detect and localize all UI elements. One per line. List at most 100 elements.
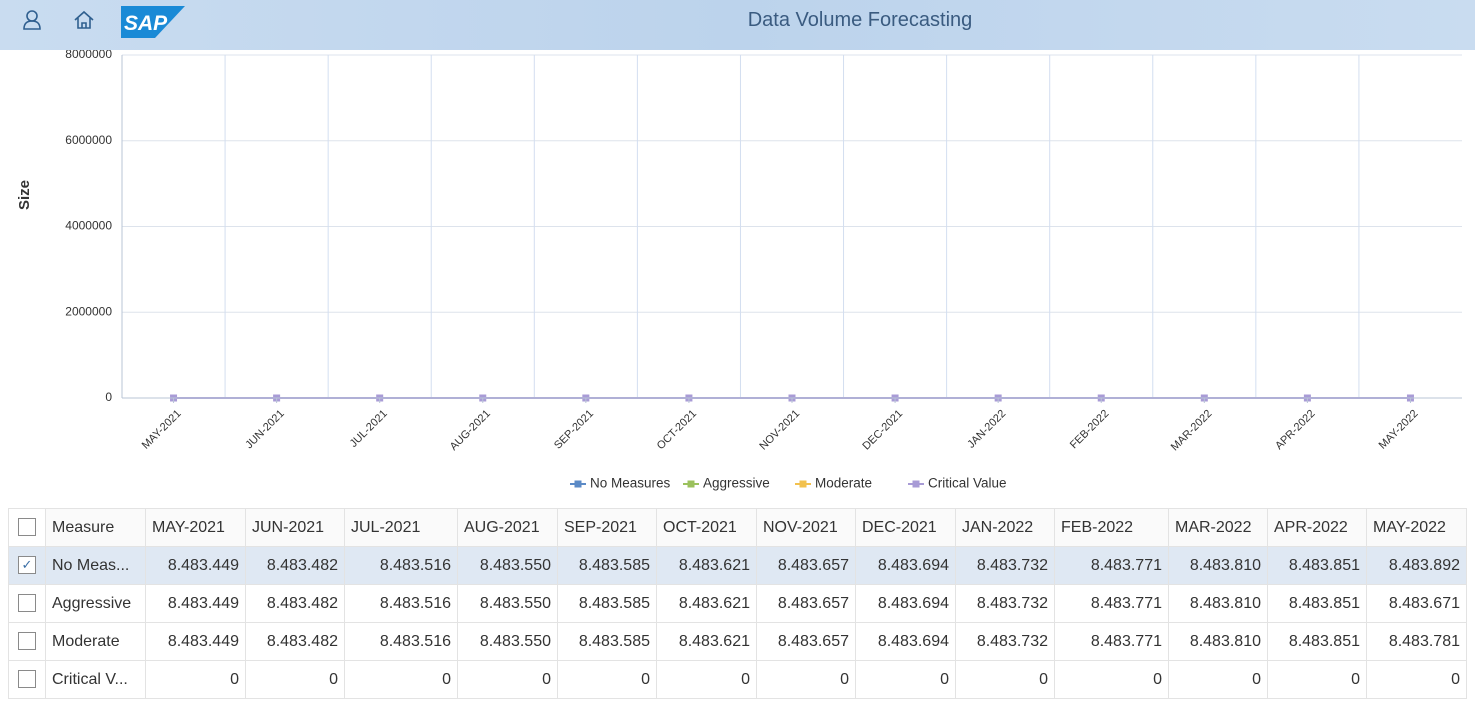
value-cell: 8.483.657 [756,546,856,585]
checkbox[interactable] [18,594,36,613]
x-tick-label: MAR-2022 [1169,408,1215,454]
y-tick-label: 6000000 [65,133,112,147]
value-cell: 0 [1168,660,1268,699]
value-cell: 8.483.771 [1054,584,1169,623]
value-cell: 8.483.657 [756,584,856,623]
page-title: Data Volume Forecasting [747,9,973,31]
measure-cell: Moderate [45,622,146,661]
legend-label: Critical Value [928,476,1007,491]
column-header: JUL-2021 [344,508,458,547]
column-header: JUN-2021 [245,508,345,547]
shell-header: SAP Data Volume Forecasting [0,0,1475,50]
select-cell: ✓ [8,546,46,585]
value-cell: 8.483.585 [557,546,657,585]
table-row[interactable]: Aggressive 8.483.449 8.483.482 8.483.516 8.4… [8,584,1467,623]
column-header: MAR-2022 [1168,508,1268,547]
value-cell: 8.483.621 [656,584,757,623]
value-cell: 8.483.621 [656,546,757,585]
x-tick-label: MAY-2022 [1377,408,1421,452]
sap-logo: SAP [121,6,185,38]
value-cell: 8.483.851 [1267,622,1367,661]
column-header: OCT-2021 [656,508,757,547]
value-cell: 8.483.449 [145,584,246,623]
value-cell: 8.483.585 [557,584,657,623]
value-cell: 8.483.449 [145,546,246,585]
value-cell: 8.483.810 [1168,622,1268,661]
value-cell: 8.483.851 [1267,546,1367,585]
legend-label: Moderate [815,476,872,491]
legend-swatch [574,480,582,488]
select-cell [8,622,46,661]
select-cell [8,584,46,623]
select-cell [8,508,46,547]
value-cell: 8.483.550 [457,584,558,623]
legend-swatch [912,480,920,488]
x-tick-label: JAN-2022 [965,408,1008,451]
value-cell: 8.483.449 [145,622,246,661]
x-tick-label: JUL-2021 [348,408,390,450]
value-cell: 8.483.516 [344,622,458,661]
value-cell: 8.483.550 [457,622,558,661]
table-row[interactable]: Moderate 8.483.449 8.483.482 8.483.516 8.483… [8,622,1467,661]
column-header: SEP-2021 [557,508,657,547]
value-cell: 8.483.732 [955,622,1055,661]
table-row[interactable]: ✓ No Meas... 8.483.449 8.483.482 8.483.516 8.… [8,546,1467,585]
x-tick-label: DEC-2021 [860,408,905,453]
y-axis-title: Size [16,180,33,210]
chart: Size 0 2000000 4000000 6000000 8000000 MAY-20… [16,50,1462,491]
value-cell: 0 [955,660,1055,699]
column-header: APR-2022 [1267,508,1367,547]
value-cell: 0 [245,660,345,699]
data-table: Measure MAY-2021 JUN-2021 JUL-2021 AUG-2021 S… [8,508,1467,699]
value-cell: 0 [457,660,558,699]
value-cell: 8.483.694 [855,622,956,661]
column-header: Measure [45,508,146,547]
x-tick-label: APR-2022 [1273,408,1317,452]
checkbox[interactable]: ✓ [18,556,36,575]
checkbox[interactable] [18,518,36,537]
y-tick-label: 8000000 [65,50,112,61]
user-icon[interactable] [23,10,41,30]
column-header: MAY-2021 [145,508,246,547]
plot-area [170,394,1414,402]
value-cell: 8.483.694 [855,584,956,623]
value-cell: 8.483.732 [955,546,1055,585]
select-cell [8,660,46,699]
legend-label: No Measures [590,476,671,491]
table-row[interactable]: Critical V... 0 0 0 0 0 0 0 0 0 0 0 0 0 [8,660,1467,699]
checkbox[interactable] [18,632,36,651]
column-header: JAN-2022 [955,508,1055,547]
column-header: NOV-2021 [756,508,856,547]
x-tick-label: NOV-2021 [757,408,802,453]
table-header-row: Measure MAY-2021 JUN-2021 JUL-2021 AUG-2021 S… [8,508,1467,547]
value-cell: 8.483.482 [245,546,345,585]
checkbox[interactable] [18,670,36,689]
measure-cell: No Meas... [45,546,146,585]
value-cell: 0 [557,660,657,699]
home-icon[interactable] [74,10,94,29]
value-cell: 8.483.621 [656,622,757,661]
x-tick-label: JUN-2021 [243,408,287,452]
y-tick-label: 2000000 [65,304,112,318]
value-cell: 8.483.732 [955,584,1055,623]
grid [122,54,1462,399]
x-tick-label: MAY-2021 [140,408,184,452]
column-header: MAY-2022 [1366,508,1467,547]
value-cell: 8.483.810 [1168,546,1268,585]
value-cell: 8.483.694 [855,546,956,585]
column-header: AUG-2021 [457,508,558,547]
value-cell: 0 [1054,660,1169,699]
measure-cell: Aggressive [45,584,146,623]
value-cell: 8.483.781 [1366,622,1467,661]
legend-swatch [687,480,695,488]
value-cell: 0 [756,660,856,699]
y-tick-label: 4000000 [65,219,112,233]
value-cell: 8.483.851 [1267,584,1367,623]
column-header: DEC-2021 [855,508,956,547]
value-cell: 0 [656,660,757,699]
value-cell: 0 [1267,660,1367,699]
value-cell: 8.483.771 [1054,546,1169,585]
logo-text: SAP [124,12,168,35]
value-cell: 8.483.657 [756,622,856,661]
